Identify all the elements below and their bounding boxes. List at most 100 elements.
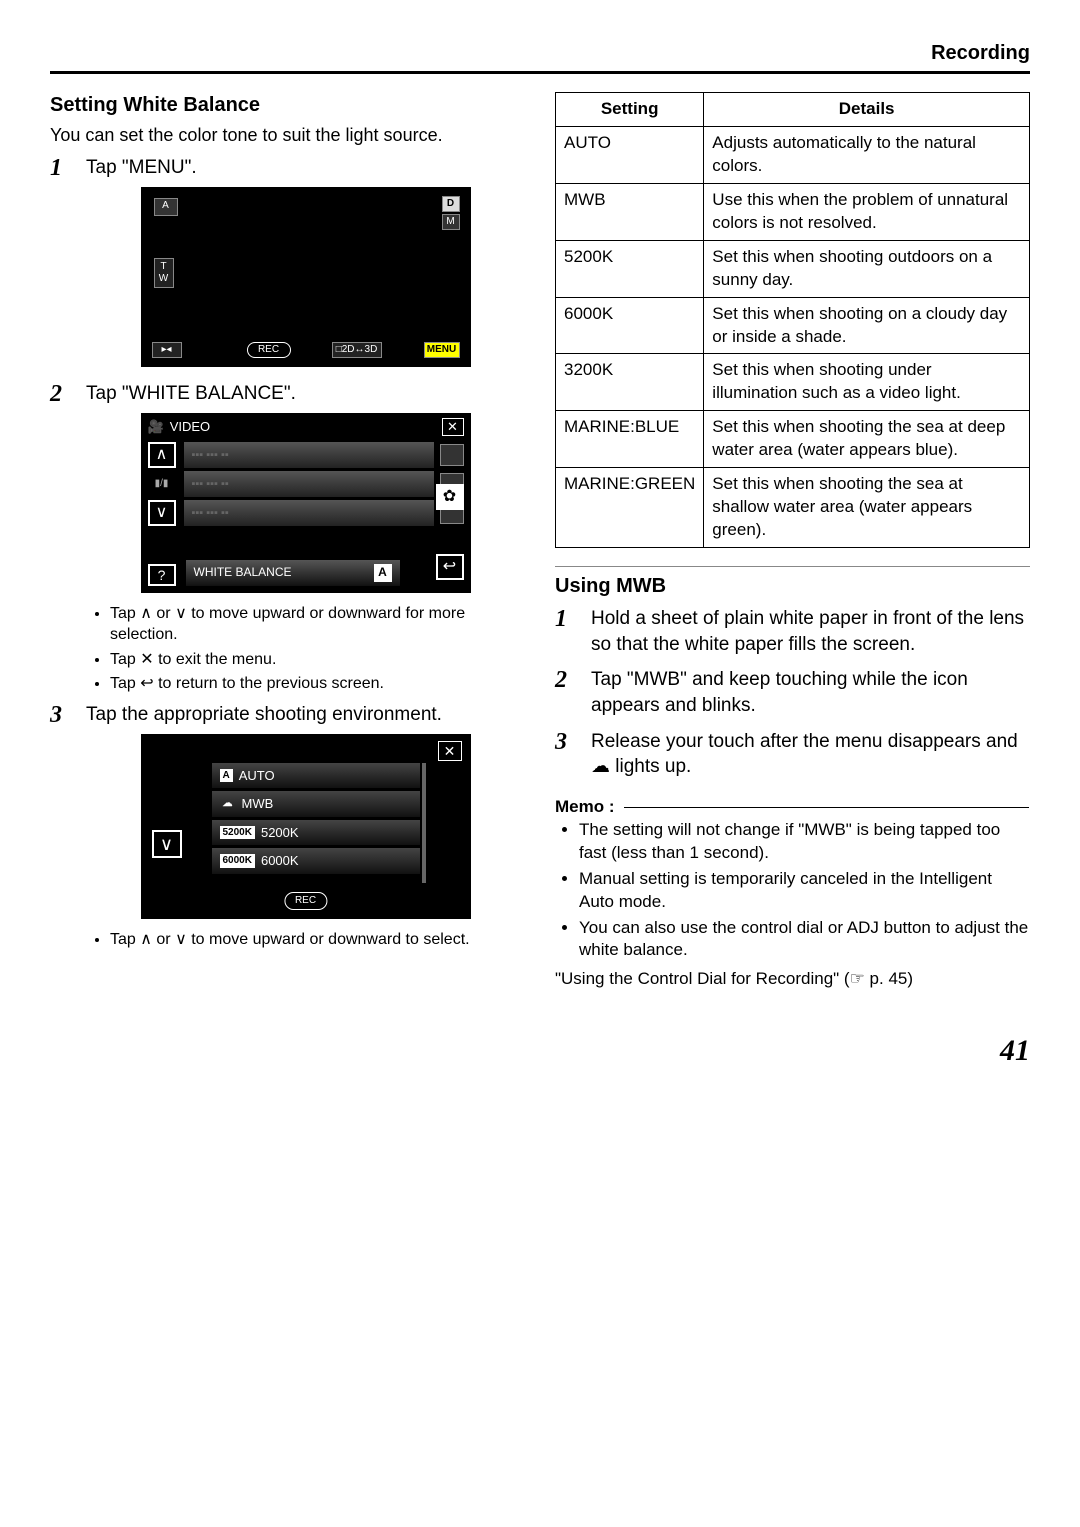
menu-item-placeholder: ▪▪▪ ▪▪▪ ▪▪	[184, 442, 434, 468]
rec-indicator: REC	[284, 892, 327, 910]
subsection-title: Using MWB	[555, 566, 1030, 600]
white-balance-item: WHITE BALANCE A	[186, 560, 400, 586]
left-column: Setting White Balance You can set the co…	[50, 92, 525, 991]
screen-header: 🎥 VIDEO	[142, 414, 470, 440]
table-row: 6000KSet this when shooting on a cloudy …	[556, 297, 1030, 354]
memo-title: Memo :	[555, 796, 615, 819]
setting-cell: MARINE:GREEN	[556, 468, 704, 548]
option-label: AUTO	[239, 767, 275, 785]
memo-item: The setting will not change if "MWB" is …	[579, 819, 1030, 865]
step-text: Tap the appropriate shooting environment…	[86, 702, 525, 728]
table-row: AUTOAdjusts automatically to the natural…	[556, 126, 1030, 183]
setting-cell: 5200K	[556, 240, 704, 297]
memo-list: The setting will not change if "MWB" is …	[555, 819, 1030, 963]
video-label: VIDEO	[170, 418, 210, 436]
auto-mode-icon: A	[154, 198, 178, 216]
table-row: 3200KSet this when shooting under illumi…	[556, 354, 1030, 411]
details-cell: Adjusts automatically to the natural col…	[704, 126, 1030, 183]
step-number: 1	[555, 606, 577, 663]
table-header-setting: Setting	[556, 93, 704, 127]
wb-options-screen-illustration: ✕ ∨ AAUTO ☁MWB 5200K5200K 6000K6000K REC	[141, 734, 471, 919]
down-arrow-icon: ∨	[152, 830, 182, 858]
details-cell: Set this when shooting on a cloudy day o…	[704, 297, 1030, 354]
zoom-tw-icon: T W	[154, 258, 174, 288]
auto-badge-icon: A	[374, 564, 392, 582]
step-item: 3 Release your touch after the menu disa…	[555, 729, 1030, 786]
option-label: 5200K	[261, 824, 299, 842]
rec-indicator: REC	[247, 342, 291, 358]
page-header: Recording	[50, 40, 1030, 74]
menu-item-thumb-icon	[440, 444, 464, 466]
step-text: Release your touch after the menu disapp…	[591, 729, 1030, 780]
note-item: Tap ∧ or ∨ to move upward or downward fo…	[110, 603, 525, 646]
option-badge-icon: 5200K	[220, 826, 255, 840]
setting-cell: MARINE:BLUE	[556, 411, 704, 468]
memo-divider	[624, 807, 1029, 808]
gear-icon: ✿	[436, 484, 464, 510]
menu-item-placeholder: ▪▪▪ ▪▪▪ ▪▪	[184, 471, 434, 497]
d-indicator-icon: D	[442, 196, 460, 212]
step-number: 2	[50, 381, 72, 698]
playback-icon: ▸◂	[152, 342, 182, 358]
white-balance-screen-illustration: 🎥 VIDEO ✕ ∧▪▪▪ ▪▪▪ ▪▪ ▮/▮▪▪▪ ▪▪▪ ▪▪ ∨▪▪▪…	[141, 413, 471, 593]
details-cell: Set this when shooting the sea at deep w…	[704, 411, 1030, 468]
details-cell: Use this when the problem of unnatural c…	[704, 183, 1030, 240]
step-number: 3	[555, 729, 577, 786]
setting-cell: 3200K	[556, 354, 704, 411]
cross-reference: "Using the Control Dial for Recording" (…	[555, 968, 1030, 991]
content-columns: Setting White Balance You can set the co…	[50, 92, 1030, 991]
note-item: Tap ↩ to return to the previous screen.	[110, 673, 525, 695]
memo-item: Manual setting is temporarily canceled i…	[579, 868, 1030, 914]
option-badge-icon: ☁	[220, 797, 236, 811]
details-cell: Set this when shooting the sea at shallo…	[704, 468, 1030, 548]
table-header-details: Details	[704, 93, 1030, 127]
step-item: 2 Tap "WHITE BALANCE". 🎥 VIDEO ✕ ∧▪▪▪ ▪▪…	[50, 381, 525, 698]
step-item: 3 Tap the appropriate shooting environme…	[50, 702, 525, 953]
down-arrow-icon: ∨	[148, 500, 176, 526]
up-arrow-icon: ∧	[148, 442, 176, 468]
help-icon: ?	[148, 564, 176, 586]
right-column: Setting Details AUTOAdjusts automaticall…	[555, 92, 1030, 991]
white-balance-label: WHITE BALANCE	[194, 564, 292, 580]
setting-cell: 6000K	[556, 297, 704, 354]
menu-button-icon: MENU	[424, 342, 460, 358]
option-badge-icon: A	[220, 769, 233, 783]
setting-cell: AUTO	[556, 126, 704, 183]
menu-item-placeholder: ▪▪▪ ▪▪▪ ▪▪	[184, 500, 434, 526]
section-title: Setting White Balance	[50, 92, 525, 119]
page-number: 41	[50, 1031, 1030, 1072]
step-text: Hold a sheet of plain white paper in fro…	[591, 606, 1030, 657]
details-cell: Set this when shooting under illuminatio…	[704, 354, 1030, 411]
step-notes: Tap ∧ or ∨ to move upward or downward fo…	[86, 603, 525, 695]
memo-item: You can also use the control dial or ADJ…	[579, 917, 1030, 963]
scrollbar-icon	[422, 763, 426, 883]
step-number: 1	[50, 155, 72, 377]
using-mwb-section: Using MWB 1 Hold a sheet of plain white …	[555, 566, 1030, 786]
memo-section: Memo : The setting will not change if "M…	[555, 794, 1030, 992]
table-row: 5200KSet this when shooting outdoors on …	[556, 240, 1030, 297]
table-row: MWBUse this when the problem of unnatura…	[556, 183, 1030, 240]
step-item: 1 Tap "MENU". A D M T W ▸◂ REC □2D↔3D ME…	[50, 155, 525, 377]
setting-cell: MWB	[556, 183, 704, 240]
note-item: Tap ∧ or ∨ to move upward or downward to…	[110, 929, 525, 951]
table-row: MARINE:BLUESet this when shooting the se…	[556, 411, 1030, 468]
step-text: Tap "MENU".	[86, 155, 525, 181]
step-text: Tap "MWB" and keep touching while the ic…	[591, 667, 1030, 718]
wb-option-mwb: ☁ MWB	[212, 791, 420, 817]
wb-option-6000k: 6000K6000K	[212, 848, 420, 874]
menu-screen-illustration: A D M T W ▸◂ REC □2D↔3D MENU	[141, 187, 471, 367]
step-number: 3	[50, 702, 72, 953]
step-text: Tap "WHITE BALANCE".	[86, 381, 525, 407]
step-notes: Tap ∧ or ∨ to move upward or downward to…	[86, 929, 525, 951]
note-item: Tap ✕ to exit the menu.	[110, 649, 525, 671]
m-indicator-icon: M	[442, 214, 460, 230]
step-item: 2 Tap "MWB" and keep touching while the …	[555, 667, 1030, 724]
step-number: 2	[555, 667, 577, 724]
pause-play-icon: ▮/▮	[148, 477, 176, 491]
table-row: MARINE:GREENSet this when shooting the s…	[556, 468, 1030, 548]
step-item: 1 Hold a sheet of plain white paper in f…	[555, 606, 1030, 663]
details-cell: Set this when shooting outdoors on a sun…	[704, 240, 1030, 297]
option-label: 6000K	[261, 852, 299, 870]
wb-option-auto: A AUTO	[212, 763, 420, 789]
option-label: MWB	[242, 795, 274, 813]
